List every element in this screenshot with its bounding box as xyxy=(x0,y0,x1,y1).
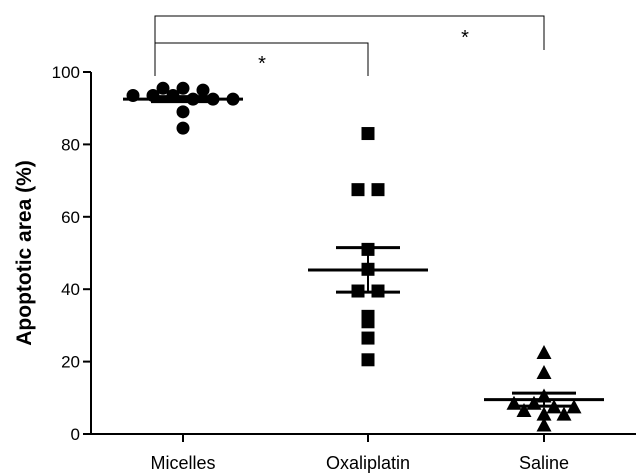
data-point-circle xyxy=(176,81,190,95)
significance-bracket xyxy=(154,15,545,76)
data-marks xyxy=(123,81,604,432)
data-point-triangle xyxy=(536,417,552,432)
data-point-square xyxy=(361,315,375,329)
data-point-circle xyxy=(176,121,190,135)
data-point-square xyxy=(351,183,365,197)
data-point-triangle xyxy=(536,364,552,379)
y-axis-title: Apoptotic area (%) xyxy=(13,160,36,346)
data-point-square xyxy=(371,183,385,197)
x-category-label: Oxaliplatin xyxy=(326,453,410,473)
significance-star: * xyxy=(258,53,266,75)
data-point-circle xyxy=(156,81,170,95)
significance-star: * xyxy=(461,27,469,49)
data-point-circle xyxy=(196,83,210,97)
significance-brackets: ** xyxy=(154,15,545,76)
data-point-triangle xyxy=(556,406,572,421)
data-point-triangle xyxy=(536,345,552,360)
x-category-label: Micelles xyxy=(150,453,215,473)
data-point-triangle xyxy=(536,406,552,421)
y-tick-label: 40 xyxy=(61,280,80,299)
y-tick-label: 80 xyxy=(61,135,80,154)
x-category-label: Saline xyxy=(519,453,569,473)
data-point-square xyxy=(361,353,375,367)
data-point-square xyxy=(361,331,375,345)
y-tick-label: 60 xyxy=(61,208,80,227)
data-point-square xyxy=(361,127,375,141)
y-tick-label: 0 xyxy=(71,425,80,444)
data-point-triangle xyxy=(506,395,522,410)
y-tick-label: 100 xyxy=(52,63,80,82)
axes: 0 20 40 60 80 100 Micelles Oxaliplatin Saline xyxy=(52,63,636,473)
data-point-circle xyxy=(176,105,190,119)
y-tick-label: 20 xyxy=(61,353,80,372)
data-point-triangle xyxy=(516,402,532,417)
